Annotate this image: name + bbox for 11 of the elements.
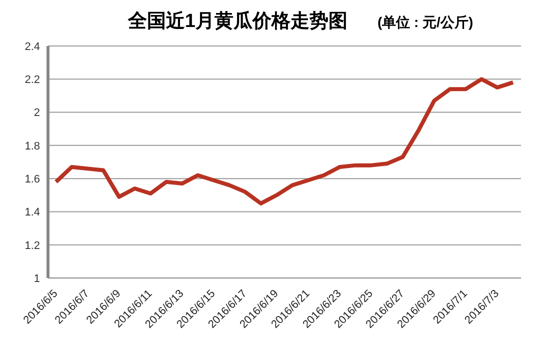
y-tick-label: 1.8 [24,140,40,152]
y-tick-label: 2.2 [24,74,40,86]
line-series [54,77,515,206]
y-tick-label: 2.4 [24,40,40,53]
y-tick-label: 1.4 [24,206,40,219]
chart-subtitle: (单位 : 元/公斤) [377,14,474,32]
y-tick-label: 2 [34,107,40,120]
y-tick-label: 1 [34,272,40,285]
y-tick-label: 1.6 [24,173,40,186]
chart-title: 全国近1月黄瓜价格走势图 [128,10,348,34]
y-tick-label: 1.2 [24,240,40,252]
